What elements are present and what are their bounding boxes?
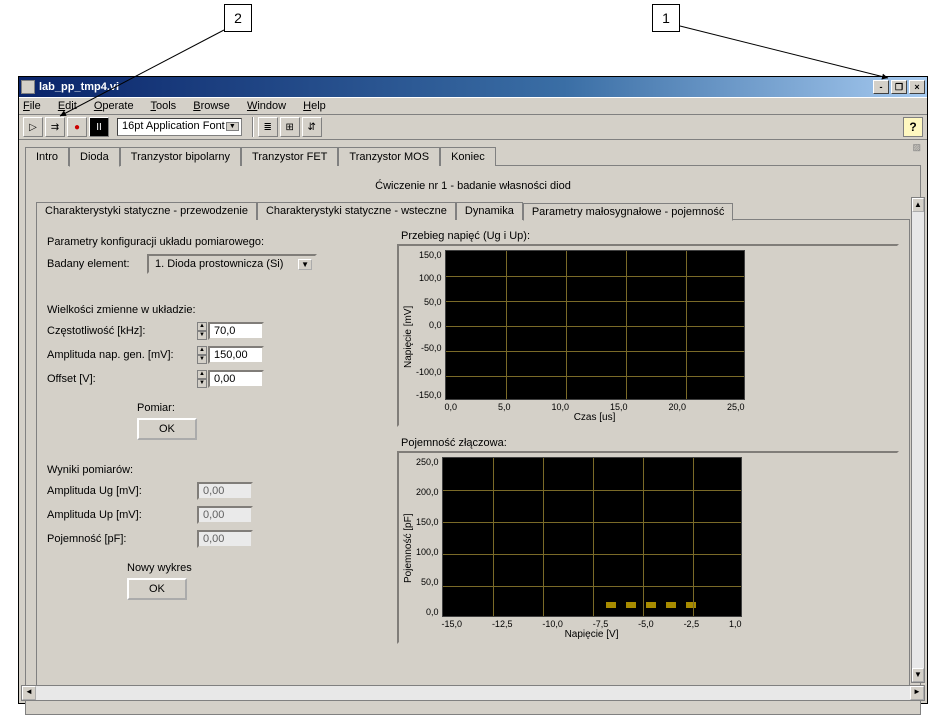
menu-tools[interactable]: Tools xyxy=(150,100,176,112)
freq-control[interactable]: ▲▼ 70,0 xyxy=(197,322,264,340)
result-up-label: Amplituda Up [mV]: xyxy=(47,509,197,521)
context-help-icon[interactable]: ? xyxy=(903,117,923,137)
chart2-plotwrap: -15,0-12,5-10,0-7,5-5,0-2,51,0 Napięcie … xyxy=(442,457,742,640)
subtab-reverse[interactable]: Charakterystyki statyczne - wsteczne xyxy=(257,202,456,220)
chart2-plot xyxy=(442,457,742,617)
element-label: Badany element: xyxy=(47,258,147,270)
titlebar: lab_pp_tmp4.vi - ❐ × xyxy=(19,77,927,97)
result-ug-field: 0,00 xyxy=(197,482,253,500)
vertical-scrollbar[interactable]: ▲ ▼ xyxy=(911,197,925,683)
window-title: lab_pp_tmp4.vi xyxy=(39,81,871,93)
menubar: FFileile Edit Operate Tools Browse Windo… xyxy=(19,97,927,115)
offset-field[interactable]: 0,00 xyxy=(208,370,264,388)
chart1-ylabel: Napięcie [mV] xyxy=(401,250,416,423)
result-up-field: 0,00 xyxy=(197,506,253,524)
run-continuous-button[interactable]: ⇉ xyxy=(45,117,65,137)
run-button[interactable]: ▷ xyxy=(23,117,43,137)
chart2-xticks: -15,0-12,5-10,0-7,5-5,0-2,51,0 xyxy=(442,619,742,629)
subtab-panel: Parametry konfiguracji układu pomiaroweg… xyxy=(36,219,910,699)
chart2-title: Pojemność złączowa: xyxy=(401,437,899,449)
chart2-ylabel: Pojemność [pF] xyxy=(401,457,416,640)
font-select[interactable]: 16pt Application Font xyxy=(117,118,242,136)
reorder-button[interactable]: ⇵ xyxy=(302,117,322,137)
menu-file[interactable]: FFileile xyxy=(23,100,41,112)
right-column: Przebieg napięć (Ug i Up): Napięcie [mV]… xyxy=(367,230,899,688)
subtab-forward[interactable]: Charakterystyki statyczne - przewodzenie xyxy=(36,202,257,220)
tab-bipolar[interactable]: Tranzystor bipolarny xyxy=(120,147,241,166)
amp-field[interactable]: 150,00 xyxy=(208,346,264,364)
tab-panel-dioda: Ćwiczenie nr 1 - badanie własności diod … xyxy=(25,165,921,715)
app-window: lab_pp_tmp4.vi - ❐ × FFileile Edit Opera… xyxy=(18,76,928,704)
menu-window[interactable]: Window xyxy=(247,100,286,112)
close-button[interactable]: × xyxy=(909,80,925,94)
exercise-title: Ćwiczenie nr 1 - badanie własności diod xyxy=(36,180,910,192)
result-cap-field: 0,00 xyxy=(197,530,253,548)
variables-label: Wielkości zmienne w układzie: xyxy=(47,304,367,316)
toolbar-separator xyxy=(252,117,254,137)
tab-intro[interactable]: Intro xyxy=(25,147,69,166)
results-section-label: Wyniki pomiarów: xyxy=(47,464,367,476)
offset-control[interactable]: ▲▼ 0,00 xyxy=(197,370,264,388)
tab-dioda[interactable]: Dioda xyxy=(69,147,120,167)
callout-1: 1 xyxy=(652,4,680,32)
app-icon xyxy=(21,80,35,94)
result-cap-label: Pojemność [pF]: xyxy=(47,533,197,545)
element-dropdown[interactable]: 1. Dioda prostownicza (Si) xyxy=(147,254,317,274)
chart2-frame: Pojemność [pF] 250,0200,0150,0100,050,00… xyxy=(397,451,899,644)
offset-label: Offset [V]: xyxy=(47,373,197,385)
sub-tabstrip: Charakterystyki statyczne - przewodzenie… xyxy=(36,202,910,220)
left-column: Parametry konfiguracji układu pomiaroweg… xyxy=(47,230,367,688)
menu-edit[interactable]: Edit xyxy=(58,100,77,112)
tab-mos[interactable]: Tranzystor MOS xyxy=(338,147,440,166)
maximize-button[interactable]: ❐ xyxy=(891,80,907,94)
horizontal-scrollbar[interactable]: ◄ ► xyxy=(21,685,925,701)
menu-browse[interactable]: Browse xyxy=(193,100,230,112)
chart2-container: Pojemność złączowa: Pojemność [pF] 250,0… xyxy=(397,437,899,644)
pomiar-label: Pomiar: xyxy=(137,402,367,414)
scroll-down-button[interactable]: ▼ xyxy=(912,668,924,682)
chart2-xlabel: Napięcie [V] xyxy=(442,629,742,640)
nowy-wykres-ok-button[interactable]: OK xyxy=(127,578,187,600)
scroll-right-button[interactable]: ► xyxy=(910,686,924,700)
main-tabstrip: Intro Dioda Tranzystor bipolarny Tranzys… xyxy=(25,146,921,166)
pomiar-ok-button[interactable]: OK xyxy=(137,418,197,440)
chart1-container: Przebieg napięć (Ug i Up): Napięcie [mV]… xyxy=(397,230,899,427)
subtab-capacitance[interactable]: Parametry małosygnałowe - pojemność xyxy=(523,203,734,221)
chart1-xlabel: Czas [us] xyxy=(445,412,745,423)
tab-fet[interactable]: Tranzystor FET xyxy=(241,147,338,166)
chart2-yticks: 250,0200,0150,0100,050,00,0 xyxy=(416,457,442,617)
menu-operate[interactable]: Operate xyxy=(94,100,134,112)
freq-label: Częstotliwość [kHz]: xyxy=(47,325,197,337)
callout-2: 2 xyxy=(224,4,252,32)
chart2-markers xyxy=(606,602,696,608)
abort-button[interactable]: ● xyxy=(67,117,87,137)
scroll-up-button[interactable]: ▲ xyxy=(912,198,924,212)
freq-spinner[interactable]: ▲▼ xyxy=(197,322,207,340)
tab-koniec[interactable]: Koniec xyxy=(440,147,496,166)
chart1-xticks: 0,05,010,015,020,025,0 xyxy=(445,402,745,412)
content-area: ▨ Intro Dioda Tranzystor bipolarny Tranz… xyxy=(19,140,927,721)
result-ug-label: Amplituda Ug [mV]: xyxy=(47,485,197,497)
freq-field[interactable]: 70,0 xyxy=(208,322,264,340)
chart1-frame: Napięcie [mV] 150,0100,050,00,0-50,0-100… xyxy=(397,244,899,427)
chart1-yticks: 150,0100,050,00,0-50,0-100,0-150,0 xyxy=(416,250,445,400)
scroll-left-button[interactable]: ◄ xyxy=(22,686,36,700)
chart1-plotwrap: 0,05,010,015,020,025,0 Czas [us] xyxy=(445,250,745,423)
align-button[interactable]: ≣ xyxy=(258,117,278,137)
distribute-button[interactable]: ⊞ xyxy=(280,117,300,137)
chart1-title: Przebieg napięć (Ug i Up): xyxy=(401,230,899,242)
toolbar: ▷ ⇉ ● II 16pt Application Font ≣ ⊞ ⇵ ? xyxy=(19,115,927,140)
pause-button[interactable]: II xyxy=(89,117,109,137)
amp-spinner[interactable]: ▲▼ xyxy=(197,346,207,364)
config-section-label: Parametry konfiguracji układu pomiaroweg… xyxy=(47,236,367,248)
nowy-wykres-label: Nowy wykres xyxy=(127,562,367,574)
menu-help[interactable]: Help xyxy=(303,100,326,112)
amp-control[interactable]: ▲▼ 150,00 xyxy=(197,346,264,364)
offset-spinner[interactable]: ▲▼ xyxy=(197,370,207,388)
subtab-dynamics[interactable]: Dynamika xyxy=(456,202,523,220)
amp-label: Amplituda nap. gen. [mV]: xyxy=(47,349,197,361)
chart1-plot xyxy=(445,250,745,400)
minimize-button[interactable]: - xyxy=(873,80,889,94)
